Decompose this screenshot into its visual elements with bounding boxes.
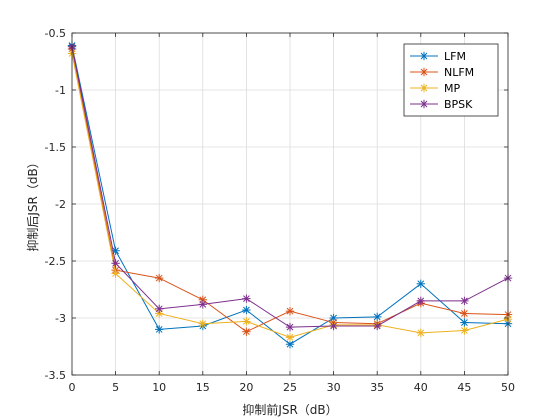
x-tick-label: 15 bbox=[196, 381, 210, 394]
series-layer bbox=[67, 41, 513, 349]
data-point-lfm bbox=[285, 340, 295, 349]
legend-label-bpsk: BPSK bbox=[444, 98, 473, 111]
x-tick-label: 50 bbox=[501, 381, 515, 394]
data-point-lfm bbox=[416, 279, 425, 288]
legend-marker-mp bbox=[419, 83, 429, 93]
data-point-bpsk bbox=[111, 259, 120, 268]
data-point-bpsk bbox=[416, 296, 425, 306]
data-point-nlfm bbox=[460, 309, 469, 318]
data-point-nlfm bbox=[285, 306, 295, 316]
data-point-bpsk bbox=[198, 300, 207, 309]
x-tick-label: 45 bbox=[457, 381, 471, 394]
data-point-mp bbox=[416, 328, 425, 338]
x-tick-label: 25 bbox=[283, 381, 297, 394]
x-tick-label: 30 bbox=[327, 381, 341, 394]
data-point-bpsk bbox=[242, 294, 251, 303]
y-tick-label: -1.5 bbox=[45, 141, 66, 154]
data-point-lfm bbox=[155, 325, 164, 334]
data-point-bpsk bbox=[329, 321, 338, 331]
x-axis-title: 抑制前JSR（dB） bbox=[242, 402, 337, 417]
data-point-bpsk bbox=[155, 304, 164, 314]
y-tick-label: -1 bbox=[55, 84, 66, 97]
legend-item-nlfm: NLFM bbox=[410, 66, 474, 79]
data-point-mp bbox=[460, 326, 469, 335]
legend-label-nlfm: NLFM bbox=[444, 66, 474, 79]
data-point-bpsk bbox=[285, 322, 295, 332]
y-tick-label: -2 bbox=[55, 198, 66, 211]
data-point-nlfm bbox=[155, 273, 164, 283]
x-tick-label: 40 bbox=[414, 381, 428, 394]
legend-item-bpsk: BPSK bbox=[410, 98, 473, 111]
y-tick-label: -3 bbox=[55, 312, 66, 325]
legend-label-lfm: LFM bbox=[444, 50, 466, 63]
legend-item-mp: MP bbox=[410, 82, 460, 95]
axis-ticks: 0 5 10 15 20 25 30 35 40 45 50 -0.5 -1 -1.5 -2 -2.5 -3 -3… bbox=[45, 27, 515, 394]
x-tick-label: 0 bbox=[69, 381, 76, 394]
legend: LFM NLFM MP BPSK bbox=[403, 43, 499, 117]
legend-label-mp: MP bbox=[444, 82, 460, 95]
data-point-mp bbox=[285, 333, 295, 342]
legend-marker-bpsk bbox=[419, 99, 429, 109]
legend-marker-nlfm bbox=[419, 67, 429, 77]
legend-item-lfm: LFM bbox=[410, 50, 466, 63]
x-tick-label: 20 bbox=[239, 381, 253, 394]
x-tick-label: 10 bbox=[152, 381, 166, 394]
y-axis-title: 抑制后JSR（dB） bbox=[25, 156, 40, 251]
x-tick-label: 35 bbox=[370, 381, 384, 394]
data-point-nlfm bbox=[242, 327, 251, 336]
data-point-mp bbox=[198, 319, 207, 328]
y-tick-label: -2.5 bbox=[45, 255, 66, 268]
data-point-bpsk bbox=[460, 296, 469, 306]
data-point-bpsk bbox=[373, 321, 382, 331]
legend-marker-lfm bbox=[419, 51, 429, 61]
data-point-mp bbox=[242, 317, 251, 326]
data-point-lfm bbox=[242, 305, 251, 315]
data-point-lfm bbox=[460, 318, 469, 327]
x-tick-label: 5 bbox=[112, 381, 119, 394]
y-tick-label: -3.5 bbox=[45, 369, 66, 382]
y-tick-label: -0.5 bbox=[45, 27, 66, 40]
data-point-mp bbox=[111, 269, 120, 278]
